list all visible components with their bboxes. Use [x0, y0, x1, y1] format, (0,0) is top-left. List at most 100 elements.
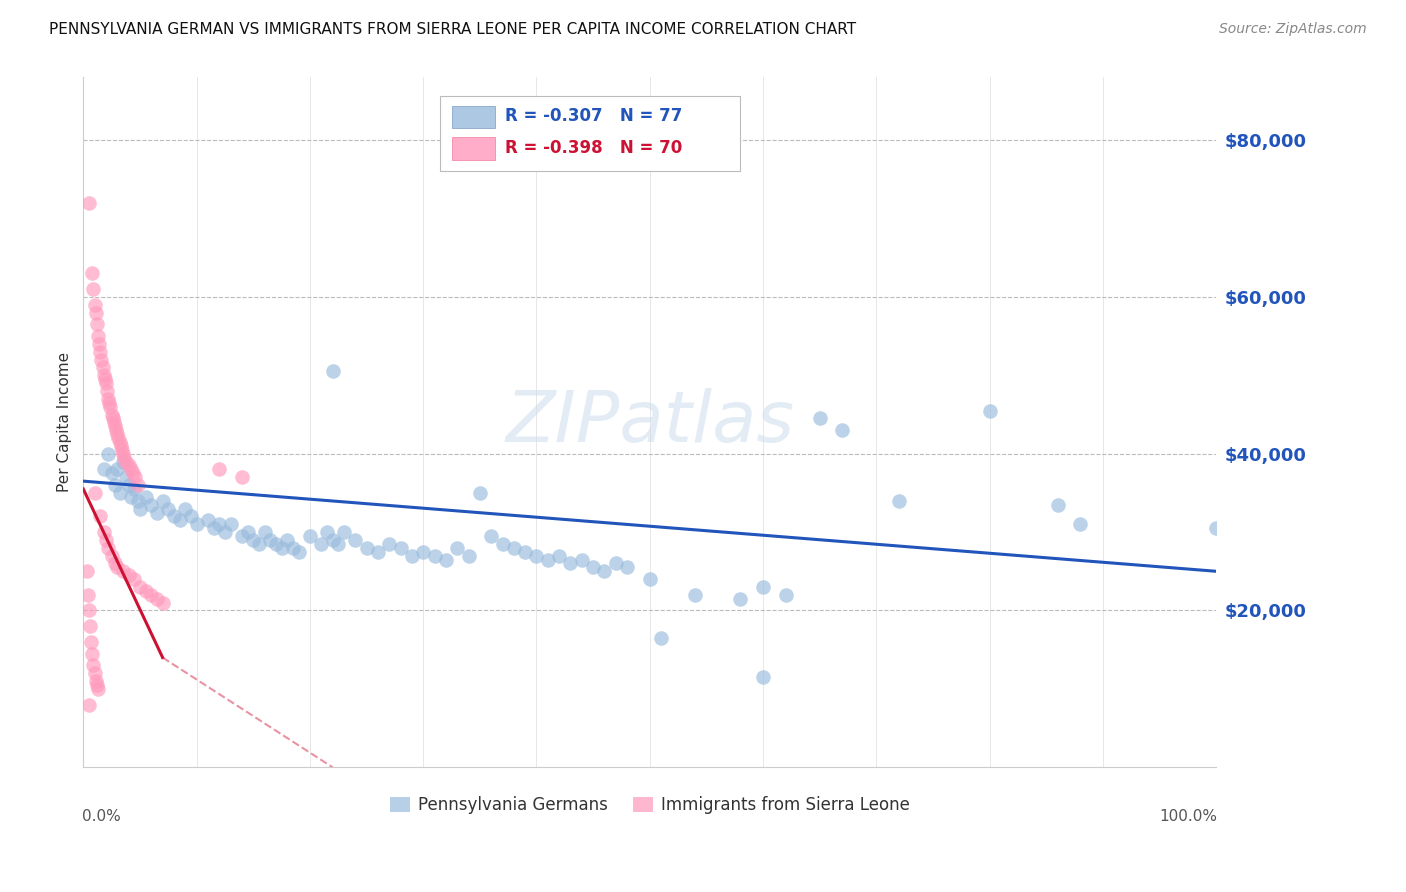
- Point: [322, 364, 344, 378]
- Point: [83, 486, 105, 500]
- Text: 0.0%: 0.0%: [82, 809, 121, 823]
- Point: [328, 537, 350, 551]
- Point: [135, 583, 157, 598]
- Point: [97, 392, 120, 406]
- Point: [115, 454, 138, 468]
- Point: [111, 564, 134, 578]
- Point: [231, 529, 253, 543]
- Point: [124, 482, 146, 496]
- Point: [104, 557, 127, 571]
- Point: [141, 498, 163, 512]
- Point: [1069, 517, 1091, 532]
- Point: [264, 537, 287, 551]
- Point: [86, 678, 108, 692]
- Text: Source: ZipAtlas.com: Source: ZipAtlas.com: [1219, 22, 1367, 37]
- Point: [89, 509, 111, 524]
- Point: [100, 400, 122, 414]
- Point: [242, 533, 264, 547]
- Point: [86, 318, 108, 332]
- Point: [98, 396, 121, 410]
- Point: [479, 529, 502, 543]
- Point: [236, 525, 259, 540]
- Point: [468, 486, 491, 500]
- Point: [94, 533, 117, 547]
- Point: [112, 450, 135, 465]
- Point: [434, 552, 457, 566]
- Point: [650, 631, 672, 645]
- Text: PENNSYLVANIA GERMAN VS IMMIGRANTS FROM SIERRA LEONE PER CAPITA INCOME CORRELATIO: PENNSYLVANIA GERMAN VS IMMIGRANTS FROM S…: [49, 22, 856, 37]
- Point: [122, 467, 145, 481]
- Point: [309, 537, 332, 551]
- Point: [344, 533, 367, 547]
- Point: [582, 560, 605, 574]
- Point: [111, 442, 134, 457]
- Point: [526, 549, 548, 563]
- Point: [322, 533, 344, 547]
- FancyBboxPatch shape: [451, 106, 495, 128]
- Point: [1046, 498, 1069, 512]
- Point: [638, 572, 661, 586]
- Point: [1205, 521, 1227, 535]
- Point: [560, 557, 582, 571]
- Point: [831, 423, 853, 437]
- Point: [124, 470, 146, 484]
- Point: [108, 434, 131, 449]
- Point: [89, 337, 111, 351]
- Point: [502, 541, 524, 555]
- Point: [83, 666, 105, 681]
- Point: [752, 580, 775, 594]
- Point: [412, 544, 434, 558]
- Point: [333, 525, 356, 540]
- Point: [367, 544, 389, 558]
- Point: [97, 541, 120, 555]
- Point: [197, 513, 219, 527]
- Point: [79, 619, 101, 633]
- Point: [100, 549, 122, 563]
- Point: [208, 517, 231, 532]
- Point: [77, 698, 100, 712]
- Point: [127, 478, 149, 492]
- Point: [91, 360, 114, 375]
- Point: [105, 427, 128, 442]
- Point: [93, 368, 115, 383]
- Point: [152, 596, 174, 610]
- Point: [97, 447, 120, 461]
- Point: [616, 560, 638, 574]
- FancyBboxPatch shape: [440, 96, 741, 170]
- Point: [752, 670, 775, 684]
- Point: [129, 580, 152, 594]
- Point: [180, 509, 202, 524]
- Point: [169, 513, 191, 527]
- Point: [270, 541, 292, 555]
- Point: [111, 454, 134, 468]
- Point: [117, 478, 139, 492]
- Point: [548, 549, 571, 563]
- Point: [80, 635, 103, 649]
- Point: [76, 588, 98, 602]
- Text: R = -0.398   N = 70: R = -0.398 N = 70: [505, 139, 682, 157]
- Point: [107, 431, 129, 445]
- Point: [457, 549, 479, 563]
- Point: [423, 549, 446, 563]
- Point: [446, 541, 468, 555]
- Point: [276, 533, 298, 547]
- Point: [401, 549, 423, 563]
- Point: [356, 541, 378, 555]
- Point: [152, 493, 174, 508]
- Y-axis label: Per Capita Income: Per Capita Income: [58, 352, 72, 492]
- Point: [208, 462, 231, 476]
- FancyBboxPatch shape: [451, 137, 495, 160]
- Point: [281, 541, 304, 555]
- Text: ZIPatlas: ZIPatlas: [505, 388, 794, 457]
- Point: [108, 486, 131, 500]
- Point: [315, 525, 337, 540]
- Point: [186, 517, 208, 532]
- Point: [775, 588, 797, 602]
- Point: [515, 544, 537, 558]
- Point: [231, 470, 253, 484]
- Point: [253, 525, 276, 540]
- Point: [593, 564, 616, 578]
- Point: [104, 478, 127, 492]
- Point: [105, 462, 128, 476]
- Point: [378, 537, 401, 551]
